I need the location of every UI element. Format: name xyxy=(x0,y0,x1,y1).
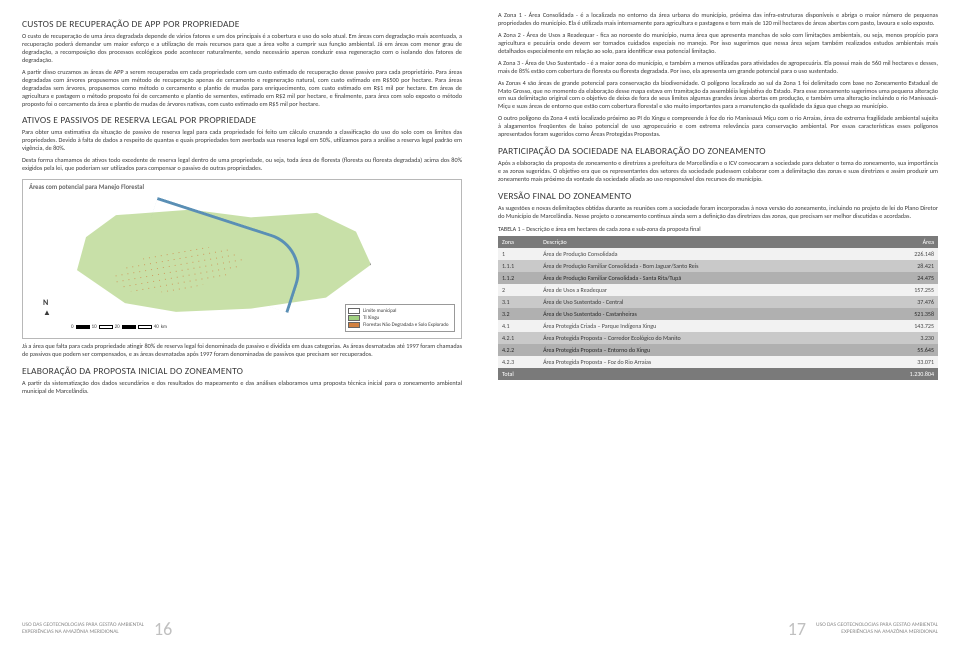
table-row: 4.2.2Área Protegida Proposta – Entorno d… xyxy=(498,344,938,356)
table-cell: 3.2 xyxy=(498,308,539,320)
scale-label: 20 xyxy=(115,324,120,330)
table-caption: TABELA 1 – Descrição e área em hectares … xyxy=(498,225,938,233)
table-row: 3.2Área de Uso Sustentado - Castanheiras… xyxy=(498,308,938,320)
table-cell: Área de Uso Sustentado - Castanheiras xyxy=(539,308,872,320)
table-cell: Área de Uso Sustentado - Central xyxy=(539,296,872,308)
legend-label: Florestas Não Degradada e Solo Explorado xyxy=(363,322,449,328)
page-number: 16 xyxy=(154,618,172,640)
page-footer-left: USO DAS GEOTECNOLOGIAS PARA GESTÃO AMBIE… xyxy=(22,618,172,640)
north-arrow-icon: N▲ xyxy=(43,298,51,318)
para: O custo de recuperação de uma área degra… xyxy=(22,33,462,65)
para: O outro polígono da Zona 4 está localiza… xyxy=(498,115,938,139)
table-wrap: TABELA 1 – Descrição e área em hectares … xyxy=(498,225,938,380)
table-cell: 37.476 xyxy=(872,296,938,308)
col-zona: Zona xyxy=(498,236,539,248)
map-scalebar: 0 10 20 40 km xyxy=(71,324,167,330)
table-cell: 24.475 xyxy=(872,272,938,284)
para: As sugestões e novas delimitações obtida… xyxy=(498,205,938,221)
table-cell: 3.230 xyxy=(872,332,938,344)
table-cell: 157.255 xyxy=(872,284,938,296)
scale-label: 40 xyxy=(154,324,159,330)
table-cell: Área Protegida Proposta – Corredor Ecoló… xyxy=(539,332,872,344)
heading-elaboracao: ELABORAÇÃO DA PROPOSTA INICIAL DO ZONEAM… xyxy=(22,365,462,377)
table-row: 1.1.2Área de Produção Familiar Consolida… xyxy=(498,272,938,284)
table-cell: 1.1.1 xyxy=(498,260,539,272)
table-row: 3.1Área de Uso Sustentado - Central37.47… xyxy=(498,296,938,308)
table-cell: 2 xyxy=(498,284,539,296)
legend-swatch xyxy=(348,315,360,321)
table-row: 4.1Área Protegida Criada – Parque Indíge… xyxy=(498,320,938,332)
para: Desta forma chamamos de ativos todo exce… xyxy=(22,157,462,173)
heading-participacao: PARTICIPAÇÃO DA SOCIEDADE NA ELABORAÇÃO … xyxy=(498,145,938,157)
table-cell: 4.2.1 xyxy=(498,332,539,344)
table-row: 4.2.1Área Protegida Proposta – Corredor … xyxy=(498,332,938,344)
heading-custos: CUSTOS DE RECUPERAÇÃO DE APP POR PROPRIE… xyxy=(22,18,462,30)
para: Já a área que falta para cada propriedad… xyxy=(22,343,462,359)
map-legend: Limite municipal TI Xingu Florestas Não … xyxy=(345,304,455,332)
table-cell: Área de Usos a Readequar xyxy=(539,284,872,296)
table-cell: 28.421 xyxy=(872,260,938,272)
table-cell: 4.1 xyxy=(498,320,539,332)
table-cell: Área de Produção Familiar Consolidada - … xyxy=(539,260,872,272)
table-cell: 143.725 xyxy=(872,320,938,332)
table-cell: 226.148 xyxy=(872,248,938,260)
map-title: Áreas com potencial para Manejo Floresta… xyxy=(29,183,144,191)
table-row: 2Área de Usos a Readequar157.255 xyxy=(498,284,938,296)
col-area: Área xyxy=(872,236,938,248)
para: A Zona 2 - Área de Usos a Readequar - fi… xyxy=(498,32,938,56)
table-cell: Área Protegida Criada – Parque Indígena … xyxy=(539,320,872,332)
footer-line: EXPERIÊNCIAS NA AMAZÔNIA MERIDIONAL xyxy=(816,629,938,636)
footer-line: EXPERIÊNCIAS NA AMAZÔNIA MERIDIONAL xyxy=(22,629,144,636)
page-left: CUSTOS DE RECUPERAÇÃO DE APP POR PROPRIE… xyxy=(0,0,480,646)
zones-table: Zona Descrição Área 1Área de Produção Co… xyxy=(498,236,938,380)
total-label: Total xyxy=(498,368,872,380)
legend-swatch xyxy=(348,322,360,328)
table-cell: Área de Produção Familiar Consolidada - … xyxy=(539,272,872,284)
table-row: 1Área de Produção Consolidada226.148 xyxy=(498,248,938,260)
page-number: 17 xyxy=(788,618,806,640)
table-cell: 55.645 xyxy=(872,344,938,356)
map-figure: Áreas com potencial para Manejo Floresta… xyxy=(22,179,462,339)
para: A partir da sistematização dos dados sec… xyxy=(22,380,462,396)
heading-versao-final: VERSÃO FINAL DO ZONEAMENTO xyxy=(498,190,938,202)
table-cell: Área de Produção Consolidada xyxy=(539,248,872,260)
table-cell: 4.2.3 xyxy=(498,356,539,368)
scale-unit: km xyxy=(161,324,167,330)
para: A partir disso cruzamos as áreas de APP … xyxy=(22,69,462,109)
table-cell: 3.1 xyxy=(498,296,539,308)
table-cell: Área Protegida Proposta – Entorno do Xin… xyxy=(539,344,872,356)
scale-label: 10 xyxy=(92,324,97,330)
table-row: 1.1.1Área de Produção Familiar Consolida… xyxy=(498,260,938,272)
para: Após a elaboração da proposta de zoneame… xyxy=(498,160,938,184)
footer-line: USO DAS GEOTECNOLOGIAS PARA GESTÃO AMBIE… xyxy=(816,622,938,629)
heading-ativos: ATIVOS E PASSIVOS DE RESERVA LEGAL POR P… xyxy=(22,114,462,126)
table-cell: 1 xyxy=(498,248,539,260)
scale-label: 0 xyxy=(71,324,74,330)
col-desc: Descrição xyxy=(539,236,872,248)
table-cell: 521.358 xyxy=(872,308,938,320)
table-cell: 1.1.2 xyxy=(498,272,539,284)
para: A Zona 3 - Área de Uso Sustentado - é a … xyxy=(498,60,938,76)
para: Para obter uma estimativa da situação de… xyxy=(22,129,462,153)
footer-line: USO DAS GEOTECNOLOGIAS PARA GESTÃO AMBIE… xyxy=(22,622,144,629)
total-value: 1.230.804 xyxy=(872,368,938,380)
legend-label: TI Xingu xyxy=(363,315,379,321)
table-cell: Área Protegida Proposta – Foz do Rio Arr… xyxy=(539,356,872,368)
page-footer-right: USO DAS GEOTECNOLOGIAS PARA GESTÃO AMBIE… xyxy=(788,618,938,640)
table-cell: 33.071 xyxy=(872,356,938,368)
legend-label: Limite municipal xyxy=(363,308,396,314)
page-right: A Zona 1 - Área Consolidada - é a locali… xyxy=(480,0,960,646)
table-row: 4.2.3Área Protegida Proposta – Foz do Ri… xyxy=(498,356,938,368)
para: A Zona 1 - Área Consolidada - é a locali… xyxy=(498,12,938,28)
table-cell: 4.2.2 xyxy=(498,344,539,356)
legend-swatch xyxy=(348,308,360,314)
para: As Zonas 4 são áreas de grande potencial… xyxy=(498,80,938,112)
